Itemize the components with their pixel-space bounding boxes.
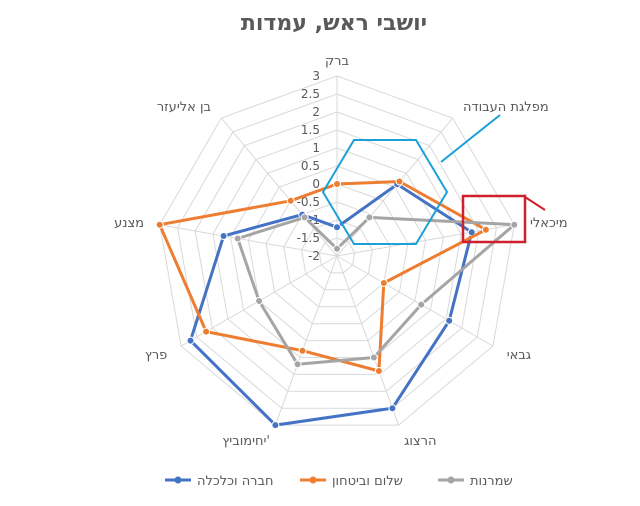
category-label: בן אליעזר xyxy=(157,100,211,115)
radial-tick-labels: 32.521.510.50-0.5-1-1.5-2 xyxy=(297,69,320,263)
series-line xyxy=(189,182,474,427)
category-label: ברק xyxy=(325,54,349,69)
data-point xyxy=(388,404,397,413)
data-point xyxy=(481,225,490,234)
data-point xyxy=(374,367,383,375)
tick-label: 1.5 xyxy=(301,123,320,137)
data-point xyxy=(300,213,309,222)
data-point xyxy=(298,346,307,355)
data-point xyxy=(333,223,341,232)
category-label: יחימוביץ' xyxy=(222,434,270,449)
data-point xyxy=(417,300,426,309)
hexagon-callout-pointer xyxy=(440,114,501,163)
grid-spoke xyxy=(220,117,338,257)
tick-label: 2.5 xyxy=(301,87,320,101)
data-point xyxy=(255,297,264,305)
tick-label: -1.5 xyxy=(297,231,320,245)
tick-label: 0 xyxy=(312,177,320,191)
tick-label: -0.5 xyxy=(297,195,320,209)
legend-item: שמרנות xyxy=(438,474,513,489)
category-label: מיכאלי xyxy=(530,216,568,231)
grid-ring xyxy=(300,219,374,291)
series xyxy=(233,213,519,369)
legend-label: שלום וביטחון xyxy=(332,474,403,489)
data-point xyxy=(369,353,378,362)
category-label: פרץ xyxy=(145,348,167,363)
legend-label: חברה וכלכלה xyxy=(197,474,274,489)
category-label: מפלגת העבודה xyxy=(463,100,549,115)
grid-spoke xyxy=(159,224,338,257)
grid-ring xyxy=(159,75,515,426)
annotation-layer xyxy=(321,114,546,245)
data-point xyxy=(333,244,341,253)
series-layer xyxy=(155,177,519,430)
grid-spoke xyxy=(274,255,338,426)
rectangle-callout xyxy=(461,194,527,244)
grid-ring xyxy=(318,237,356,274)
legend: חברה וכלכלה שלום וביטחון שמרנות xyxy=(165,474,513,489)
grid-ring xyxy=(247,165,427,342)
tick-label: 2 xyxy=(312,105,320,119)
grid-ring xyxy=(230,147,444,358)
tick-label: -2 xyxy=(308,249,320,263)
chart-title: יושבי ראש, עמדות xyxy=(241,11,427,36)
data-point xyxy=(219,232,228,240)
rectangle-callout-pointer xyxy=(524,196,546,211)
data-point xyxy=(365,213,374,222)
data-point xyxy=(155,220,164,229)
grid-ring xyxy=(176,93,498,409)
hexagon-callout xyxy=(321,139,449,245)
legend-item: שלום וביטחון xyxy=(300,474,403,489)
data-point xyxy=(293,360,302,369)
data-point xyxy=(271,421,280,430)
category-label: מצנע xyxy=(114,216,144,231)
legend-swatch-marker xyxy=(309,476,317,484)
grid-spoke xyxy=(336,255,494,347)
data-point xyxy=(333,180,341,188)
grid-ring xyxy=(283,201,391,308)
legend-swatch-marker xyxy=(174,476,182,484)
tick-label: 1 xyxy=(312,141,320,155)
data-point xyxy=(233,234,242,243)
data-point xyxy=(186,336,195,345)
tick-label: 3 xyxy=(312,69,320,83)
data-point xyxy=(445,316,454,325)
grid-ring xyxy=(194,111,480,392)
category-labels: ברק מפלגת העבודה מיכאלי גבאי הרצוג יחימוביץ' פ… xyxy=(114,54,568,449)
category-label: גבאי xyxy=(507,348,531,363)
data-point xyxy=(202,327,211,336)
data-point xyxy=(286,196,295,205)
data-point xyxy=(379,279,388,287)
legend-label: שמרנות xyxy=(470,474,513,489)
series-line xyxy=(236,215,516,366)
grid-ring xyxy=(212,129,462,375)
data-point xyxy=(395,177,404,186)
grid-spoke xyxy=(336,255,400,426)
legend-item: חברה וכלכלה xyxy=(165,474,274,489)
data-point xyxy=(510,220,519,229)
legend-swatch-marker xyxy=(447,476,455,484)
tick-label: 0.5 xyxy=(301,159,320,173)
category-label: הרצוג xyxy=(404,434,436,449)
